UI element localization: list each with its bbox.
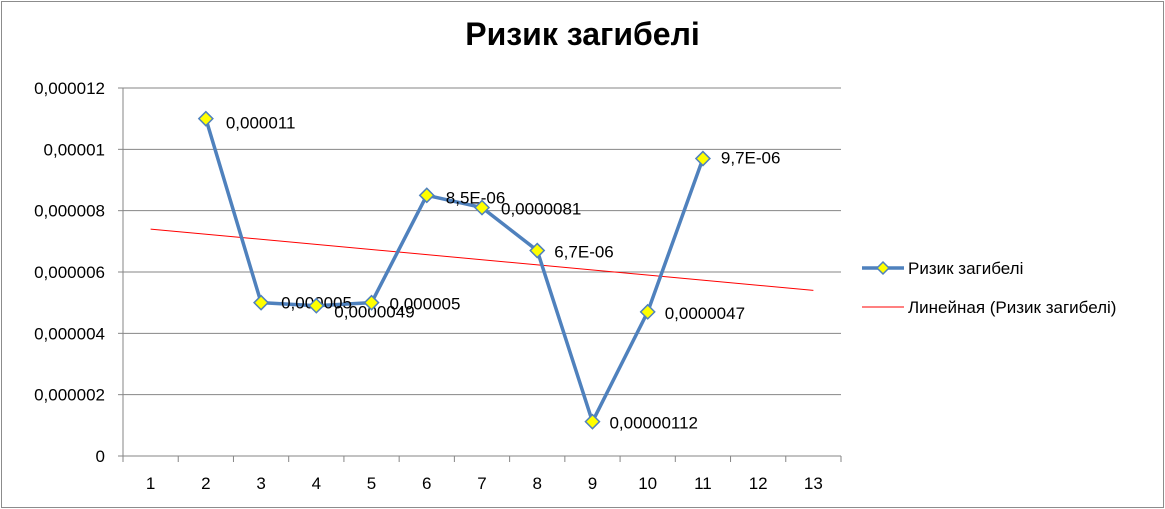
x-tick-label: 3 — [256, 474, 265, 493]
x-tick-label: 12 — [749, 474, 768, 493]
data-point-marker — [694, 150, 711, 167]
y-tick-label: 0,000012 — [34, 79, 105, 98]
series-line — [204, 118, 705, 424]
data-label: 8,5E-06 — [446, 188, 506, 207]
trendline — [150, 228, 814, 291]
data-label: 6,7E-06 — [554, 243, 614, 262]
x-tick-label: 6 — [422, 474, 431, 493]
data-point-marker — [584, 413, 601, 430]
x-tick-label: 4 — [312, 474, 321, 493]
data-label: 0,000005 — [390, 295, 461, 314]
data-label: 0,00000112 — [609, 414, 698, 433]
data-label: 0,0000049 — [334, 303, 414, 322]
x-tick-label: 9 — [588, 474, 597, 493]
x-tick-label: 10 — [638, 474, 657, 493]
y-tick-label: 0,000006 — [34, 263, 105, 282]
data-point-marker — [473, 199, 491, 216]
data-point-marker — [529, 242, 546, 259]
x-tick-label: 5 — [367, 474, 376, 493]
data-point-marker — [363, 294, 380, 311]
y-tick-label: 0,000008 — [34, 202, 105, 221]
x-tick-label: 2 — [201, 474, 210, 493]
y-tick-label: 0,00001 — [44, 140, 105, 159]
x-tick-label: 13 — [804, 474, 823, 493]
data-point-marker — [639, 303, 656, 320]
data-point-marker — [197, 110, 214, 127]
data-label: 9,7E-06 — [721, 149, 781, 168]
x-tick-label: 7 — [477, 474, 486, 493]
legend-trendline-label: Линейная (Ризик загибелі) — [908, 298, 1116, 317]
legend-series-label: Ризик загибелі — [908, 259, 1023, 278]
y-tick-label: 0,000004 — [34, 324, 105, 343]
data-point-marker — [308, 297, 325, 314]
data-label: 0,0000047 — [665, 304, 745, 323]
y-tick-label: 0,000002 — [34, 386, 105, 405]
data-label: 0,0000081 — [501, 200, 581, 219]
y-tick-label: 0 — [96, 447, 105, 466]
data-point-marker — [253, 294, 270, 311]
x-tick-label: 8 — [532, 474, 541, 493]
legend-series-marker — [875, 260, 891, 276]
data-point-marker — [418, 187, 435, 204]
data-label: 0,000011 — [226, 114, 296, 133]
chart-title: Ризик загибелі — [465, 16, 700, 52]
x-tick-label: 1 — [146, 474, 155, 493]
x-tick-label: 11 — [694, 474, 712, 493]
